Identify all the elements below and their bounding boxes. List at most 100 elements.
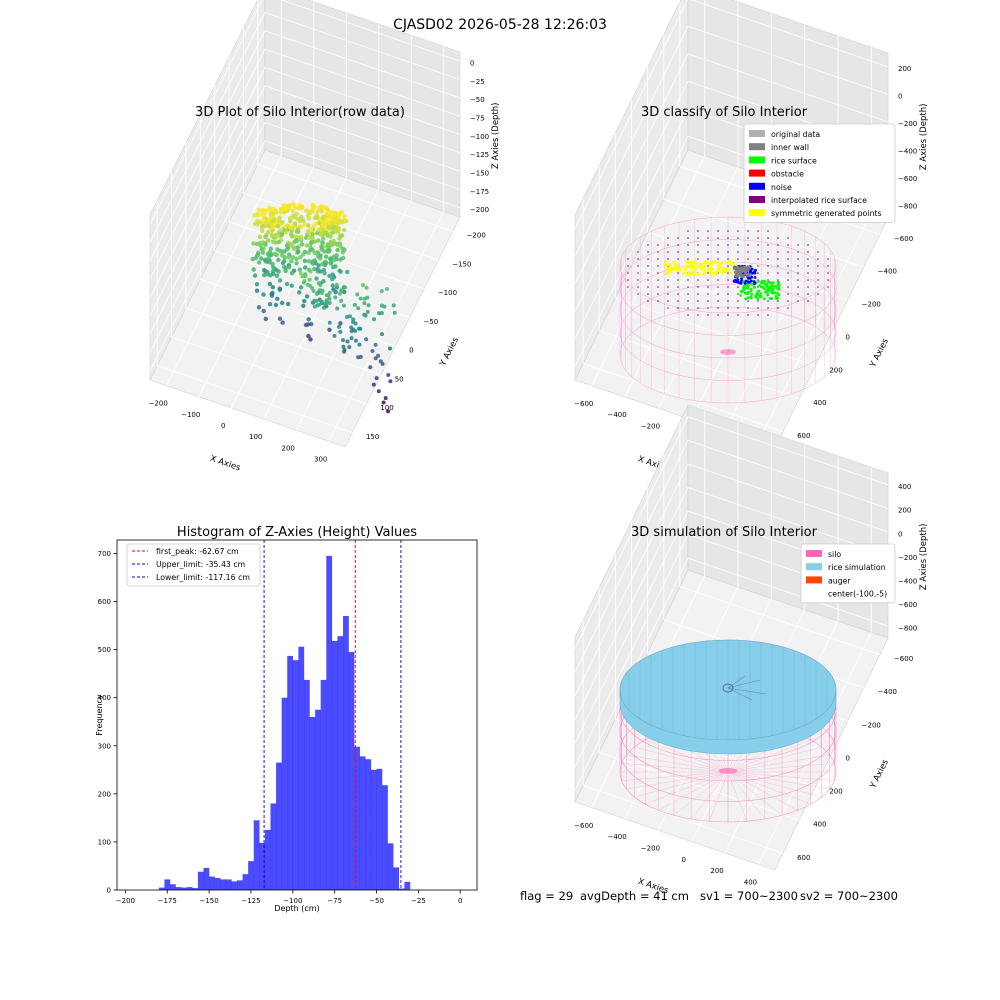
data-point <box>314 276 319 281</box>
data-point <box>252 273 258 278</box>
rice-surface-point <box>746 286 750 290</box>
data-point <box>259 256 264 261</box>
x-axis-label: X Axies <box>209 454 242 474</box>
flag-text: flag = 29 <box>520 889 574 903</box>
histogram-bar <box>259 842 266 890</box>
data-point <box>290 201 295 207</box>
rice-surface-point <box>774 284 777 288</box>
data-point <box>280 300 285 306</box>
data-point <box>340 250 346 255</box>
x-gridline <box>230 12 347 409</box>
interp-point <box>647 293 649 295</box>
data-point <box>261 292 266 297</box>
data-point <box>320 261 325 267</box>
histogram-bar <box>248 861 254 890</box>
data-point <box>297 267 302 272</box>
data-point <box>292 205 298 210</box>
legend-label: silo <box>828 550 841 559</box>
data-point <box>256 250 261 256</box>
data-point <box>323 254 329 259</box>
data-point <box>274 273 280 278</box>
interp-point <box>687 307 689 309</box>
interp-point <box>757 307 759 309</box>
histogram-bar <box>315 709 321 890</box>
y-tick-label: 700 <box>98 550 111 558</box>
data-point <box>261 267 267 273</box>
data-point <box>289 283 294 288</box>
symmetric-point <box>687 264 691 268</box>
data-point <box>267 281 273 287</box>
z-tick-label: −200 <box>898 120 917 128</box>
x-tick-label: −200 <box>641 845 660 853</box>
data-point <box>298 255 303 260</box>
x-axis-label: Depth (cm) <box>274 904 319 913</box>
data-point <box>363 313 368 318</box>
interp-point <box>627 286 629 288</box>
interp-point <box>787 265 789 267</box>
legend-box <box>800 543 896 604</box>
interp-point <box>677 293 679 295</box>
data-point <box>276 269 281 274</box>
histogram-bar <box>197 871 204 890</box>
data-point <box>290 234 295 239</box>
data-point <box>295 245 300 250</box>
data-point <box>281 203 286 209</box>
interp-point <box>657 258 659 260</box>
interp-point <box>737 314 739 316</box>
data-point <box>376 353 381 358</box>
data-point <box>279 249 284 254</box>
data-point <box>317 228 322 233</box>
interp-point <box>727 265 729 267</box>
interp-point <box>767 307 769 309</box>
interp-point <box>757 314 759 316</box>
sv2-text: sv2 = 700~2300 <box>800 889 898 903</box>
data-point <box>345 314 349 319</box>
data-point <box>345 269 350 275</box>
interp-point <box>727 314 729 316</box>
inner-wall-point <box>747 274 751 277</box>
y-gridline <box>679 421 881 656</box>
x-tick-label: −100 <box>283 897 302 905</box>
interp-point <box>717 237 719 239</box>
data-point <box>318 269 323 274</box>
data-point <box>356 306 361 311</box>
data-point <box>270 285 275 290</box>
data-point <box>263 259 269 264</box>
y-tick-label: −400 <box>878 688 897 696</box>
interp-point <box>737 307 739 309</box>
data-point <box>300 274 305 279</box>
data-point <box>302 279 307 284</box>
data-point <box>353 328 358 333</box>
interp-point <box>647 258 649 260</box>
histogram-bar <box>175 887 182 890</box>
interp-point <box>657 272 659 274</box>
interp-point <box>747 237 749 239</box>
z-gridline <box>574 557 889 791</box>
figure-suptitle: CJASD02 2026-05-28 12:26:03 <box>393 17 607 33</box>
data-point <box>351 320 355 324</box>
symmetric-point <box>677 266 681 270</box>
interp-point <box>787 300 789 302</box>
data-point <box>336 242 341 248</box>
data-point <box>376 389 381 394</box>
data-point <box>294 238 299 244</box>
y-gridline <box>614 554 816 788</box>
data-point <box>341 338 345 343</box>
silo-bottom-center <box>720 349 736 355</box>
symmetric-point <box>689 260 693 264</box>
x-tick-label: 100 <box>249 433 262 441</box>
data-point <box>334 282 339 287</box>
data-point <box>278 228 283 233</box>
noise-point <box>739 281 743 285</box>
data-point <box>276 257 281 263</box>
x-gridline <box>295 35 412 431</box>
data-point <box>294 211 299 217</box>
interp-point <box>797 279 799 281</box>
interp-point <box>807 286 809 288</box>
data-point <box>324 300 329 305</box>
histogram-bar <box>309 716 316 890</box>
data-point <box>270 269 276 274</box>
interp-point <box>737 230 739 232</box>
data-point <box>330 272 335 277</box>
data-point <box>311 225 316 230</box>
